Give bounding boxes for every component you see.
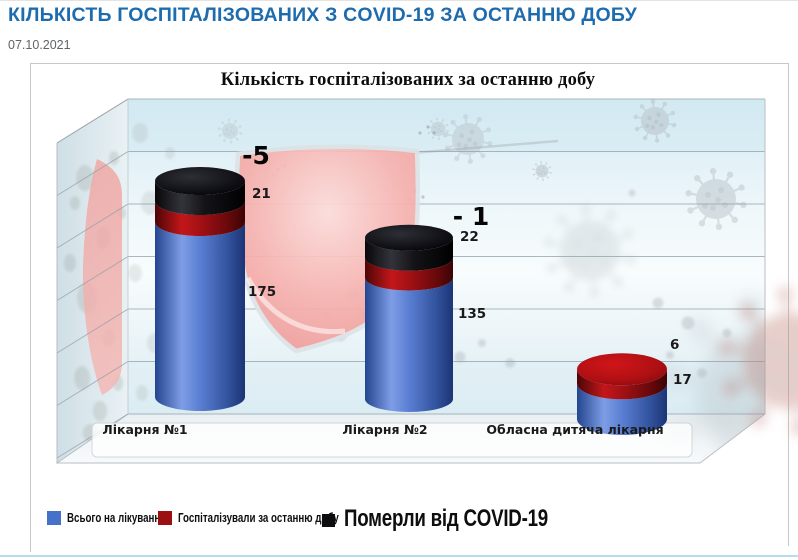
bar1-died-label: -5 [242, 141, 270, 170]
category-label-1: Лікарня №1 [102, 422, 187, 437]
legend-label: Всього на лікуванні [67, 511, 164, 525]
bar2-died-label: - 1 [453, 202, 489, 231]
legend-swatch-red [158, 511, 172, 525]
bar3-total-label: 17 [673, 372, 692, 388]
virus-decoration-front [718, 286, 798, 436]
category-label-2: Лікарня №2 [342, 422, 427, 437]
bottom-divider [0, 555, 798, 557]
legend-label: Госпіталізували за останню добу [178, 511, 339, 525]
bar-cylinder-segment [577, 369, 667, 400]
chart-title: Кількість госпіталізованих за останню до… [221, 70, 596, 90]
bar1-hospitalized-label: 21 [252, 186, 271, 202]
legend-label: Померли від COVID-19 [344, 505, 548, 532]
bar2-total-label: 135 [458, 306, 486, 322]
bar-cylinder-segment [577, 383, 667, 435]
bar-cylinder-segment [155, 201, 245, 236]
bar3-hospitalized-label: 6 [670, 337, 679, 353]
virus-icon [633, 99, 677, 143]
legend-swatch-blue [47, 511, 61, 525]
legend-item-in-treatment: Всього на лікуванні [47, 511, 190, 525]
bar-cylinder-segment [365, 257, 453, 291]
legend-item-died: Померли від COVID-19 [322, 505, 605, 533]
virus-icon [217, 118, 243, 144]
legend-swatch-black [322, 514, 335, 527]
chart-legend: Всього на лікуванні Госпіталізували за о… [0, 503, 798, 537]
bar2-hospitalized-label: 22 [460, 229, 479, 245]
bar-cylinder-cap [577, 353, 667, 386]
virus-icon [532, 161, 552, 181]
virus-icon [718, 286, 798, 436]
left-wall [56, 98, 129, 463]
bar-cylinder-cap [365, 224, 453, 251]
virus-icon [443, 114, 493, 164]
category-label-band [91, 422, 693, 458]
bar-cylinder-segment [155, 222, 245, 411]
bar-cylinder-segment [155, 181, 245, 215]
virus-icon [544, 204, 636, 298]
bar-cylinder-segment [365, 277, 453, 412]
date-label: 07.10.2021 [8, 38, 71, 52]
wall-shield-fragment [82, 159, 122, 395]
category-label-3: Обласна дитяча лікарня [486, 422, 663, 437]
legend-item-hospitalized: Госпіталізували за останню добу [158, 511, 384, 525]
chart-canvas: Кількість госпіталізованих за останню до… [30, 63, 798, 552]
bar1-total-label: 175 [248, 284, 276, 300]
bar-cylinder-cap [155, 167, 245, 195]
page-title: КІЛЬКІСТЬ ГОСПІТАЛІЗОВАНИХ З COVID-19 ЗА… [8, 4, 637, 26]
bars-group [155, 167, 667, 435]
bar-cylinder-segment [365, 237, 453, 271]
